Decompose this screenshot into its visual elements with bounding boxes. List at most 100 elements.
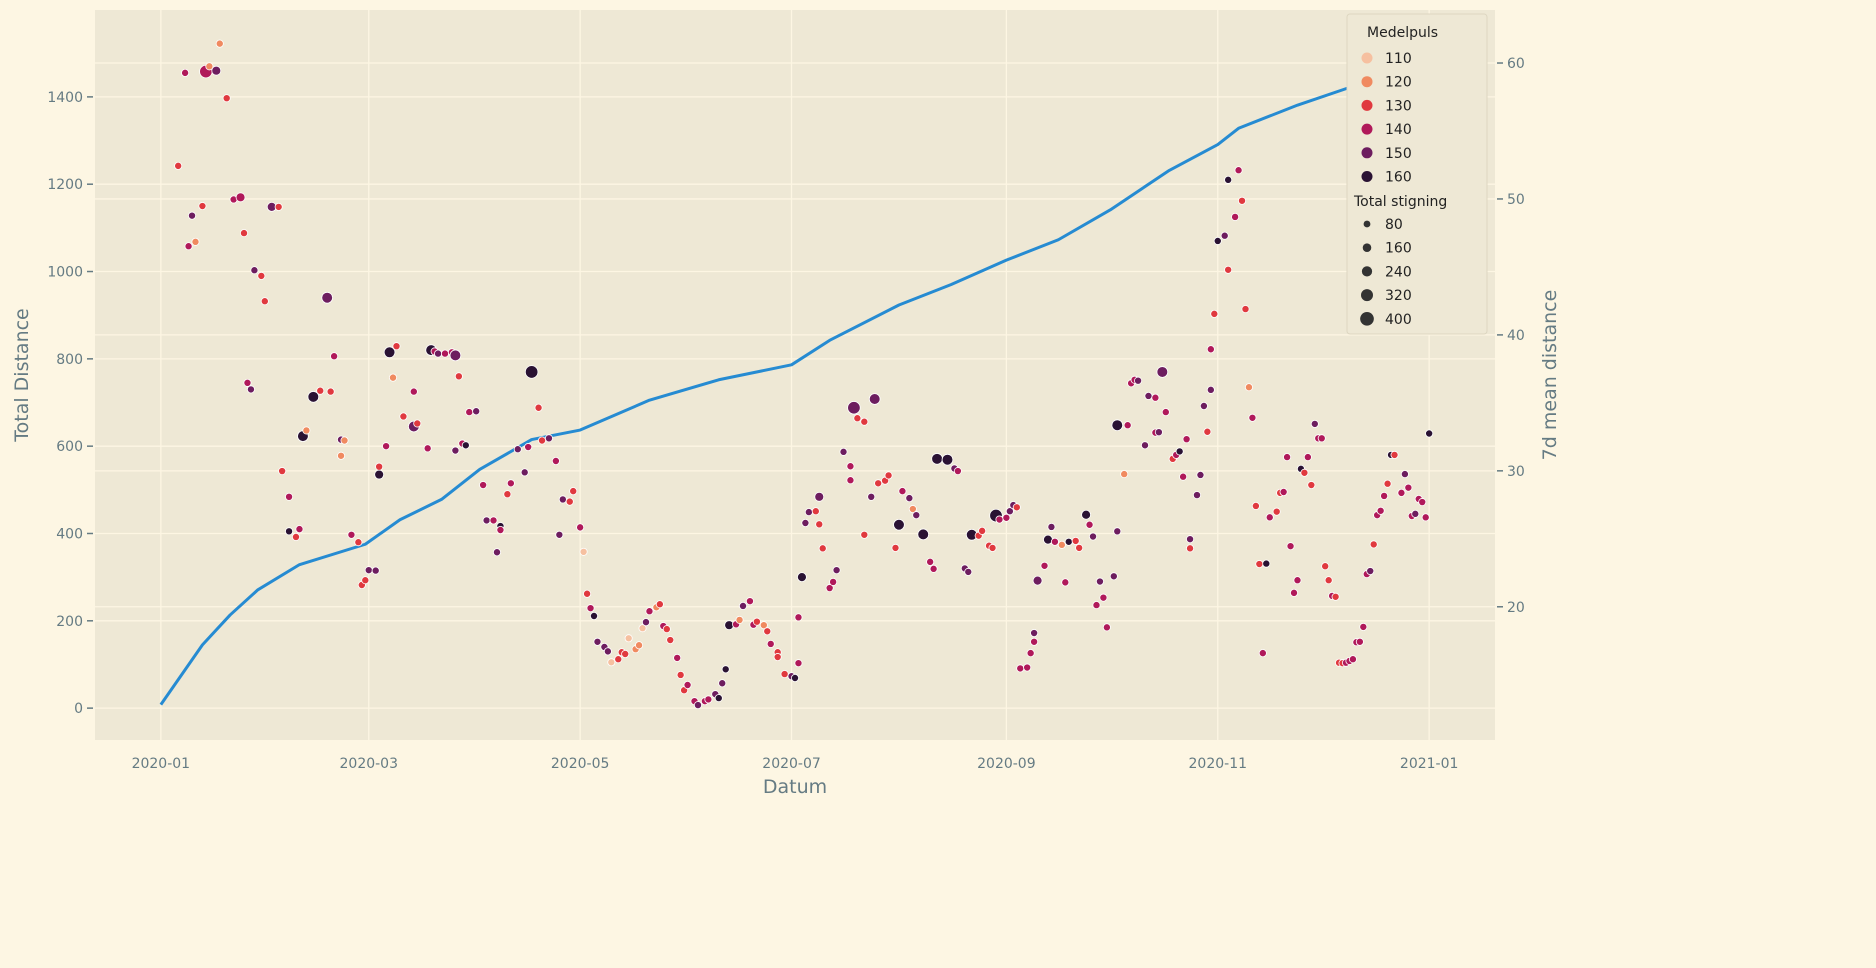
scatter-point bbox=[1196, 470, 1205, 479]
scatter-point bbox=[1359, 622, 1368, 631]
scatter-point bbox=[1040, 561, 1049, 570]
scatter-point bbox=[1220, 231, 1229, 240]
scatter-point bbox=[302, 426, 311, 435]
scatter-point bbox=[1186, 535, 1195, 544]
scatter-point bbox=[337, 451, 346, 460]
scatter-point bbox=[1418, 498, 1427, 507]
scatter-point bbox=[1057, 540, 1066, 549]
scatter-point bbox=[354, 538, 363, 547]
scatter-point bbox=[423, 444, 432, 453]
scatter-point bbox=[235, 192, 246, 203]
scatter-point bbox=[579, 547, 588, 556]
scatter-point bbox=[1186, 544, 1195, 553]
scatter-point bbox=[1255, 560, 1264, 569]
scatter-point bbox=[1376, 506, 1385, 515]
scatter-point bbox=[274, 202, 283, 211]
scatter-point bbox=[1279, 488, 1288, 497]
scatter-point bbox=[745, 597, 754, 606]
scatter-point bbox=[1321, 562, 1330, 571]
scatter-point bbox=[551, 457, 560, 466]
scatter-point bbox=[1369, 540, 1378, 549]
scatter-point bbox=[211, 65, 222, 76]
scatter-point bbox=[1400, 470, 1409, 479]
legend-hue-marker bbox=[1361, 171, 1373, 182]
scatter-point bbox=[586, 604, 595, 613]
legend-hue-marker bbox=[1361, 147, 1373, 159]
scatter-point bbox=[260, 297, 269, 306]
scatter-point bbox=[503, 490, 512, 499]
scatter-point bbox=[1154, 428, 1163, 437]
y-tick-label: 1000 bbox=[47, 265, 83, 281]
legend-hue-label: 160 bbox=[1385, 170, 1412, 186]
scatter-point bbox=[565, 497, 574, 506]
scatter-point bbox=[1016, 664, 1025, 673]
scatter-point bbox=[1134, 376, 1143, 385]
scatter-point bbox=[1061, 578, 1070, 587]
scatter-point bbox=[451, 446, 460, 455]
line-series-7d-mean bbox=[159, 44, 1430, 706]
scatter-point bbox=[389, 373, 398, 382]
scatter-point bbox=[285, 492, 294, 501]
scatter-point bbox=[1047, 522, 1056, 531]
scatter-point bbox=[645, 607, 654, 616]
scatter-point bbox=[1120, 470, 1129, 479]
scatter-point bbox=[1290, 588, 1299, 597]
scatter-point bbox=[811, 507, 820, 516]
scatter-point bbox=[489, 516, 498, 525]
scatter-point bbox=[603, 647, 612, 656]
x-tick-label: 2020-07 bbox=[762, 756, 821, 772]
scatter-point bbox=[1071, 536, 1080, 545]
legend-hue-label: 110 bbox=[1385, 51, 1412, 67]
scatter-point bbox=[1425, 429, 1434, 438]
scatter-point bbox=[1075, 543, 1084, 552]
scatter-point bbox=[1206, 345, 1215, 354]
scatter-point bbox=[496, 525, 505, 534]
scatter-point bbox=[1030, 637, 1039, 646]
scatter-point bbox=[1286, 542, 1295, 551]
y-tick-label: 1200 bbox=[47, 177, 83, 193]
plot-area bbox=[95, 10, 1495, 740]
scatter-point bbox=[520, 468, 529, 477]
legend-size-label: 80 bbox=[1385, 217, 1403, 233]
scatter-point bbox=[181, 68, 190, 77]
scatter-point bbox=[1099, 593, 1108, 602]
scatter-point bbox=[340, 436, 349, 445]
scatter-point bbox=[1109, 572, 1118, 581]
scatter-point bbox=[307, 391, 320, 403]
scatter-point bbox=[763, 627, 772, 636]
scatter-point bbox=[461, 441, 470, 450]
scatter-point bbox=[839, 447, 848, 456]
scatter-point bbox=[1251, 501, 1260, 510]
y-tick-label: 800 bbox=[56, 352, 83, 368]
y2-tick-label: 50 bbox=[1507, 192, 1525, 208]
scatter-point bbox=[1224, 265, 1233, 274]
x-tick-label: 2020-01 bbox=[132, 756, 191, 772]
y2-axis-label: 7d mean distance bbox=[1539, 290, 1561, 461]
scatter-point bbox=[1141, 441, 1150, 450]
scatter-point bbox=[278, 467, 287, 476]
x-tick-label: 2020-05 bbox=[551, 756, 610, 772]
scatter-point bbox=[583, 589, 592, 598]
scatter-point bbox=[814, 491, 825, 502]
scatter-point bbox=[1258, 649, 1267, 658]
scatter-point bbox=[215, 39, 224, 48]
scatter-point bbox=[1331, 592, 1340, 601]
scatter-point bbox=[538, 436, 547, 445]
scatter-point bbox=[184, 242, 193, 251]
scatter-point bbox=[1192, 491, 1201, 500]
scatter-point bbox=[1307, 481, 1316, 490]
scatter-point bbox=[409, 387, 418, 396]
y-tick-label: 200 bbox=[56, 614, 83, 630]
scatter-point bbox=[257, 271, 266, 280]
scatter-point bbox=[1272, 507, 1281, 516]
scatter-point bbox=[1092, 601, 1101, 610]
scatter-point bbox=[544, 434, 553, 443]
scatter-point bbox=[621, 649, 630, 658]
scatter-point bbox=[374, 469, 385, 480]
scatter-point bbox=[330, 352, 339, 361]
legend-hue-label: 140 bbox=[1385, 122, 1412, 138]
legend-size-label: 320 bbox=[1385, 288, 1412, 304]
scatter-point bbox=[801, 519, 810, 528]
scatter-point bbox=[524, 365, 539, 379]
scatter-point bbox=[1113, 527, 1122, 536]
